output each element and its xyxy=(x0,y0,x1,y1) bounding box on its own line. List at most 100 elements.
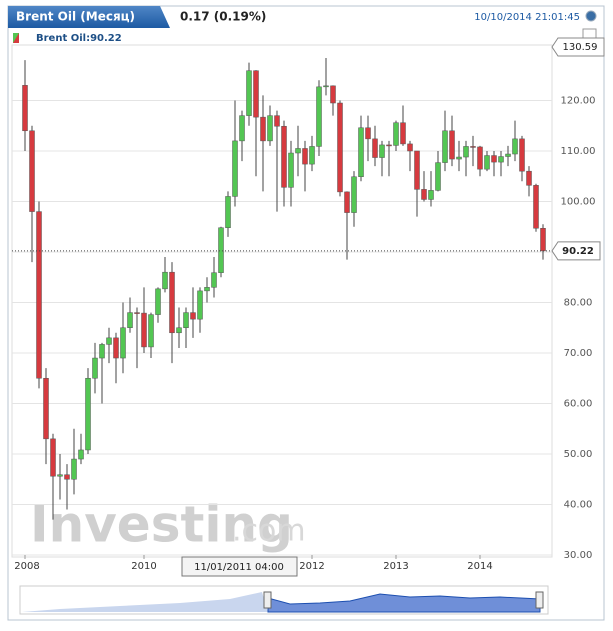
crosshair-box xyxy=(181,556,298,577)
candle-body xyxy=(64,474,70,480)
candle-body xyxy=(176,327,182,334)
legend-icon xyxy=(13,33,19,43)
candle-body xyxy=(316,86,322,147)
top-label: 130.59 xyxy=(563,42,598,53)
candle-body xyxy=(351,176,357,213)
top-badge xyxy=(551,37,605,57)
tab[interactable] xyxy=(8,6,170,28)
x-tick-label: 2010 xyxy=(131,561,156,572)
candle-body xyxy=(197,290,203,320)
candle-body xyxy=(302,148,308,165)
tab-title: Brent Oil (Месяц) xyxy=(16,10,135,24)
candle-body xyxy=(498,156,504,163)
candle-body xyxy=(421,189,427,200)
candle-body xyxy=(309,146,315,165)
candle-body xyxy=(519,138,525,172)
candle-body xyxy=(43,377,49,440)
candle-body xyxy=(29,130,35,212)
candle-body xyxy=(127,312,133,328)
candle-body xyxy=(400,122,406,145)
y-tick-label: 60.00 xyxy=(564,398,593,409)
candle-body xyxy=(435,162,441,191)
candle-body xyxy=(225,196,231,228)
candle-body xyxy=(169,271,175,334)
candle-body xyxy=(141,312,147,348)
candle-body xyxy=(456,156,462,160)
candle-body xyxy=(211,272,217,288)
y-tick-label: 40.00 xyxy=(564,499,593,510)
watermark-suffix: .com xyxy=(232,514,306,549)
candle-body xyxy=(288,152,294,188)
candle-body xyxy=(330,85,336,104)
frame xyxy=(7,5,605,621)
settings-icon[interactable] xyxy=(585,10,597,22)
x-tick-label: 2014 xyxy=(467,561,492,572)
y-tick-label: 100.00 xyxy=(561,196,596,207)
candle-body xyxy=(512,138,518,155)
y-tick-label: 30.00 xyxy=(564,550,593,561)
candle-body xyxy=(218,227,224,273)
crosshair-label: 11/01/2011 04:00 xyxy=(194,562,284,573)
change: 0.17 (0.19%) xyxy=(180,10,266,24)
x-tick-label: 2008 xyxy=(14,561,39,572)
candle-body xyxy=(183,312,189,328)
candle-body xyxy=(414,150,420,190)
candle-body xyxy=(239,115,245,142)
candle-body xyxy=(526,170,532,186)
candle-body xyxy=(463,146,469,158)
timestamp: 10/10/2014 21:01:45 xyxy=(474,12,580,23)
candle-body xyxy=(113,337,119,359)
current-label: 90.22 xyxy=(562,246,594,257)
candle-body xyxy=(22,85,28,132)
candle-body xyxy=(36,211,42,379)
candle-body xyxy=(337,102,343,193)
y-tick-label: 110.00 xyxy=(561,146,596,157)
candle-body xyxy=(344,191,350,213)
y-tick-label: 80.00 xyxy=(564,297,593,308)
candle-body xyxy=(386,144,392,147)
y-tick-label: 120.00 xyxy=(561,95,596,106)
candle-body xyxy=(491,155,497,163)
candle-body xyxy=(477,146,483,170)
candle-body xyxy=(470,146,476,148)
candle-body xyxy=(295,148,301,154)
candle-body xyxy=(372,138,378,158)
candle-body xyxy=(134,312,140,314)
y-tick-label: 70.00 xyxy=(564,348,593,359)
navigator-handle[interactable] xyxy=(535,591,544,609)
candle-body xyxy=(155,288,161,315)
candle-body xyxy=(260,116,266,142)
candle-body xyxy=(540,228,546,252)
candle-body xyxy=(449,130,455,160)
x-tick-label: 2012 xyxy=(299,561,324,572)
current-badge xyxy=(551,241,601,261)
candle-body xyxy=(190,312,196,320)
candle-body xyxy=(274,115,280,127)
candle-body xyxy=(533,185,539,229)
candle-body xyxy=(505,153,511,157)
candle-body xyxy=(99,344,105,359)
legend-label: Brent Oil:90.22 xyxy=(36,33,122,44)
candle-body xyxy=(442,130,448,163)
candle-body xyxy=(358,127,364,177)
candle-body xyxy=(71,458,77,480)
candle-body xyxy=(323,85,329,88)
candle-body xyxy=(204,287,210,292)
candle-body xyxy=(246,70,252,116)
candle-body xyxy=(78,449,84,460)
candle-body xyxy=(148,314,154,348)
navigator-handle[interactable] xyxy=(263,591,272,609)
candle-body xyxy=(50,438,56,477)
candle-body xyxy=(232,140,238,197)
candle-body xyxy=(162,271,168,290)
candle-body xyxy=(428,190,434,200)
candle-body xyxy=(120,327,126,359)
candle-body xyxy=(92,357,98,379)
x-tick-label: 2013 xyxy=(383,561,408,572)
candle-body xyxy=(484,155,490,170)
candle-body xyxy=(393,122,399,146)
y-tick-label: 50.00 xyxy=(564,449,593,460)
watermark: Investing xyxy=(30,496,293,554)
candle-body xyxy=(407,143,413,152)
